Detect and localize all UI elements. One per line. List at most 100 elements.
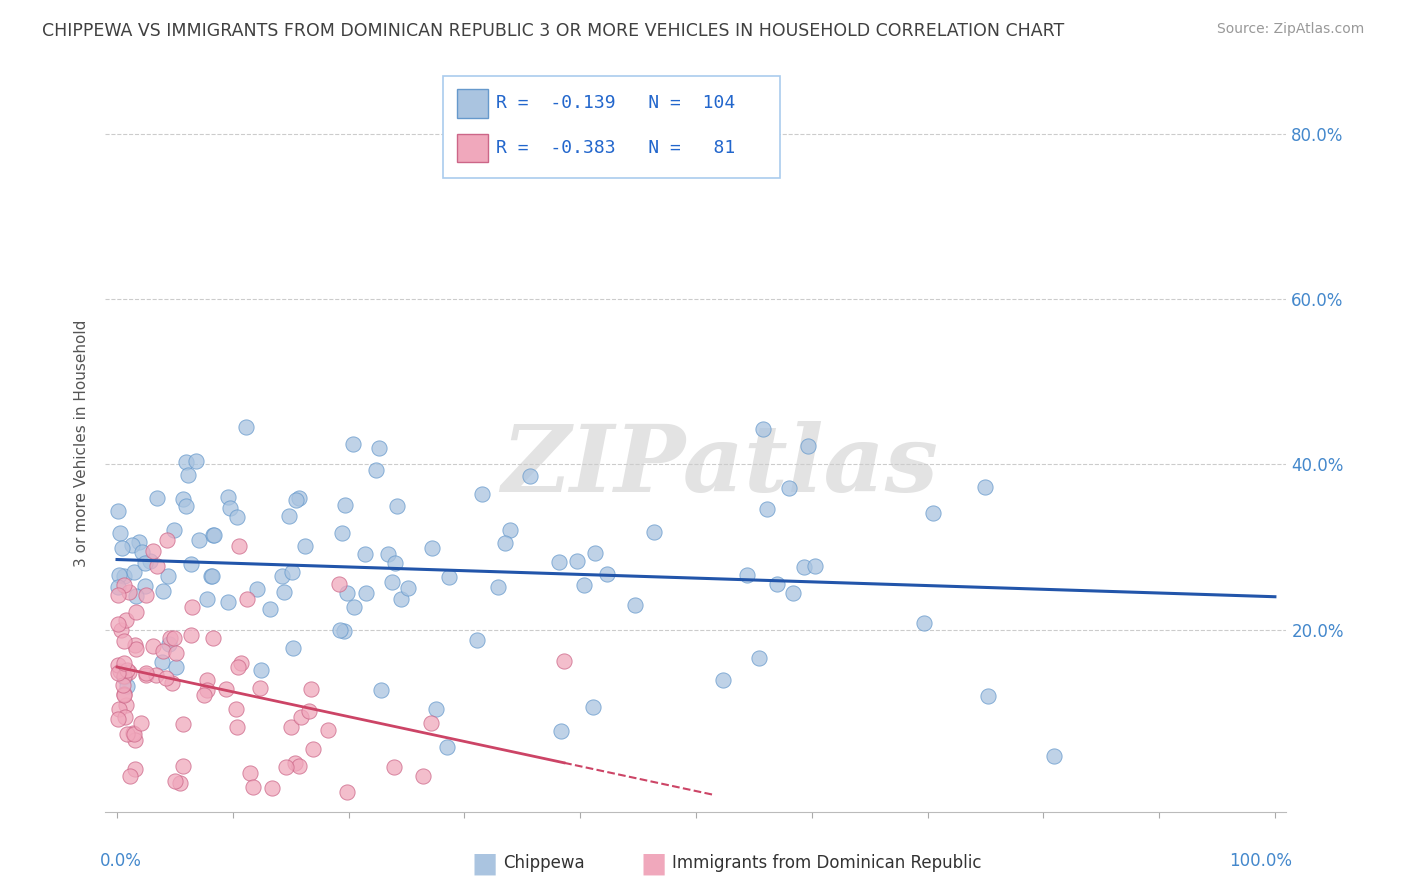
Point (177, 467, 200, 482)
Text: ■: ■ (641, 849, 666, 878)
Point (249, 681, 271, 695)
Point (922, 506, 945, 520)
Point (108, 526, 131, 541)
Point (765, 576, 787, 591)
Point (276, 760, 298, 774)
Point (163, 631, 186, 645)
Point (112, 569, 135, 583)
Point (287, 491, 309, 505)
Point (110, 624, 132, 638)
Point (499, 523, 522, 537)
Point (200, 569, 222, 583)
Point (165, 660, 187, 674)
Point (235, 419, 257, 434)
Point (711, 673, 734, 687)
Point (756, 502, 779, 516)
Point (107, 712, 129, 726)
Point (112, 633, 135, 648)
Point (239, 765, 262, 780)
Point (201, 569, 224, 583)
Point (354, 548, 377, 562)
Point (284, 492, 307, 507)
Point (152, 643, 174, 657)
Point (217, 490, 239, 504)
Point (181, 600, 204, 615)
Point (129, 715, 152, 730)
Point (283, 640, 305, 655)
Point (396, 582, 419, 596)
Point (112, 677, 135, 691)
Point (174, 455, 197, 469)
Point (184, 453, 207, 467)
Point (172, 759, 194, 773)
Point (117, 663, 139, 677)
Point (420, 715, 443, 730)
Point (336, 784, 359, 798)
Point (333, 499, 356, 513)
Point (134, 579, 156, 593)
Point (107, 617, 129, 632)
Point (160, 676, 183, 690)
Point (226, 660, 249, 674)
Point (114, 698, 136, 713)
Point (195, 673, 218, 688)
Point (1043, 748, 1066, 763)
Point (273, 585, 295, 599)
Point (643, 524, 665, 539)
Point (169, 776, 191, 790)
Point (735, 568, 758, 582)
Point (156, 533, 179, 547)
Point (107, 581, 129, 595)
Point (128, 535, 150, 549)
Point (270, 569, 292, 583)
Point (156, 569, 179, 583)
Point (188, 533, 211, 547)
Point (108, 702, 131, 716)
Point (242, 780, 264, 794)
Point (245, 582, 267, 596)
Point (565, 554, 588, 568)
Point (336, 586, 359, 600)
Point (548, 555, 571, 569)
Point (193, 689, 215, 703)
Point (804, 558, 827, 573)
Point (172, 492, 194, 507)
Point (107, 666, 129, 681)
Point (122, 565, 145, 579)
Point (114, 656, 136, 670)
Point (131, 545, 153, 559)
Point (120, 769, 142, 783)
Text: R =  -0.139   N =  104: R = -0.139 N = 104 (496, 95, 735, 112)
Y-axis label: 3 or more Vehicles in Household: 3 or more Vehicles in Household (75, 320, 90, 567)
Point (259, 602, 281, 616)
Point (284, 756, 307, 771)
Point (436, 740, 458, 755)
Point (385, 500, 408, 514)
Point (368, 441, 391, 455)
Point (112, 669, 135, 683)
Point (146, 491, 169, 506)
Point (112, 670, 135, 684)
Point (163, 523, 186, 537)
Point (201, 632, 224, 646)
Point (793, 559, 815, 574)
Point (115, 726, 138, 740)
Point (157, 637, 180, 651)
Text: Chippewa: Chippewa (503, 855, 585, 872)
Point (152, 583, 174, 598)
Point (112, 688, 135, 702)
Point (135, 668, 157, 682)
Point (134, 666, 156, 681)
Point (145, 667, 167, 681)
Point (316, 723, 339, 737)
Point (138, 554, 160, 568)
Point (235, 591, 257, 606)
Point (370, 683, 392, 698)
Point (180, 628, 202, 642)
Point (354, 586, 377, 600)
Point (115, 613, 138, 627)
Point (977, 689, 1000, 703)
Point (782, 586, 804, 600)
Point (217, 595, 239, 609)
Point (214, 681, 236, 696)
